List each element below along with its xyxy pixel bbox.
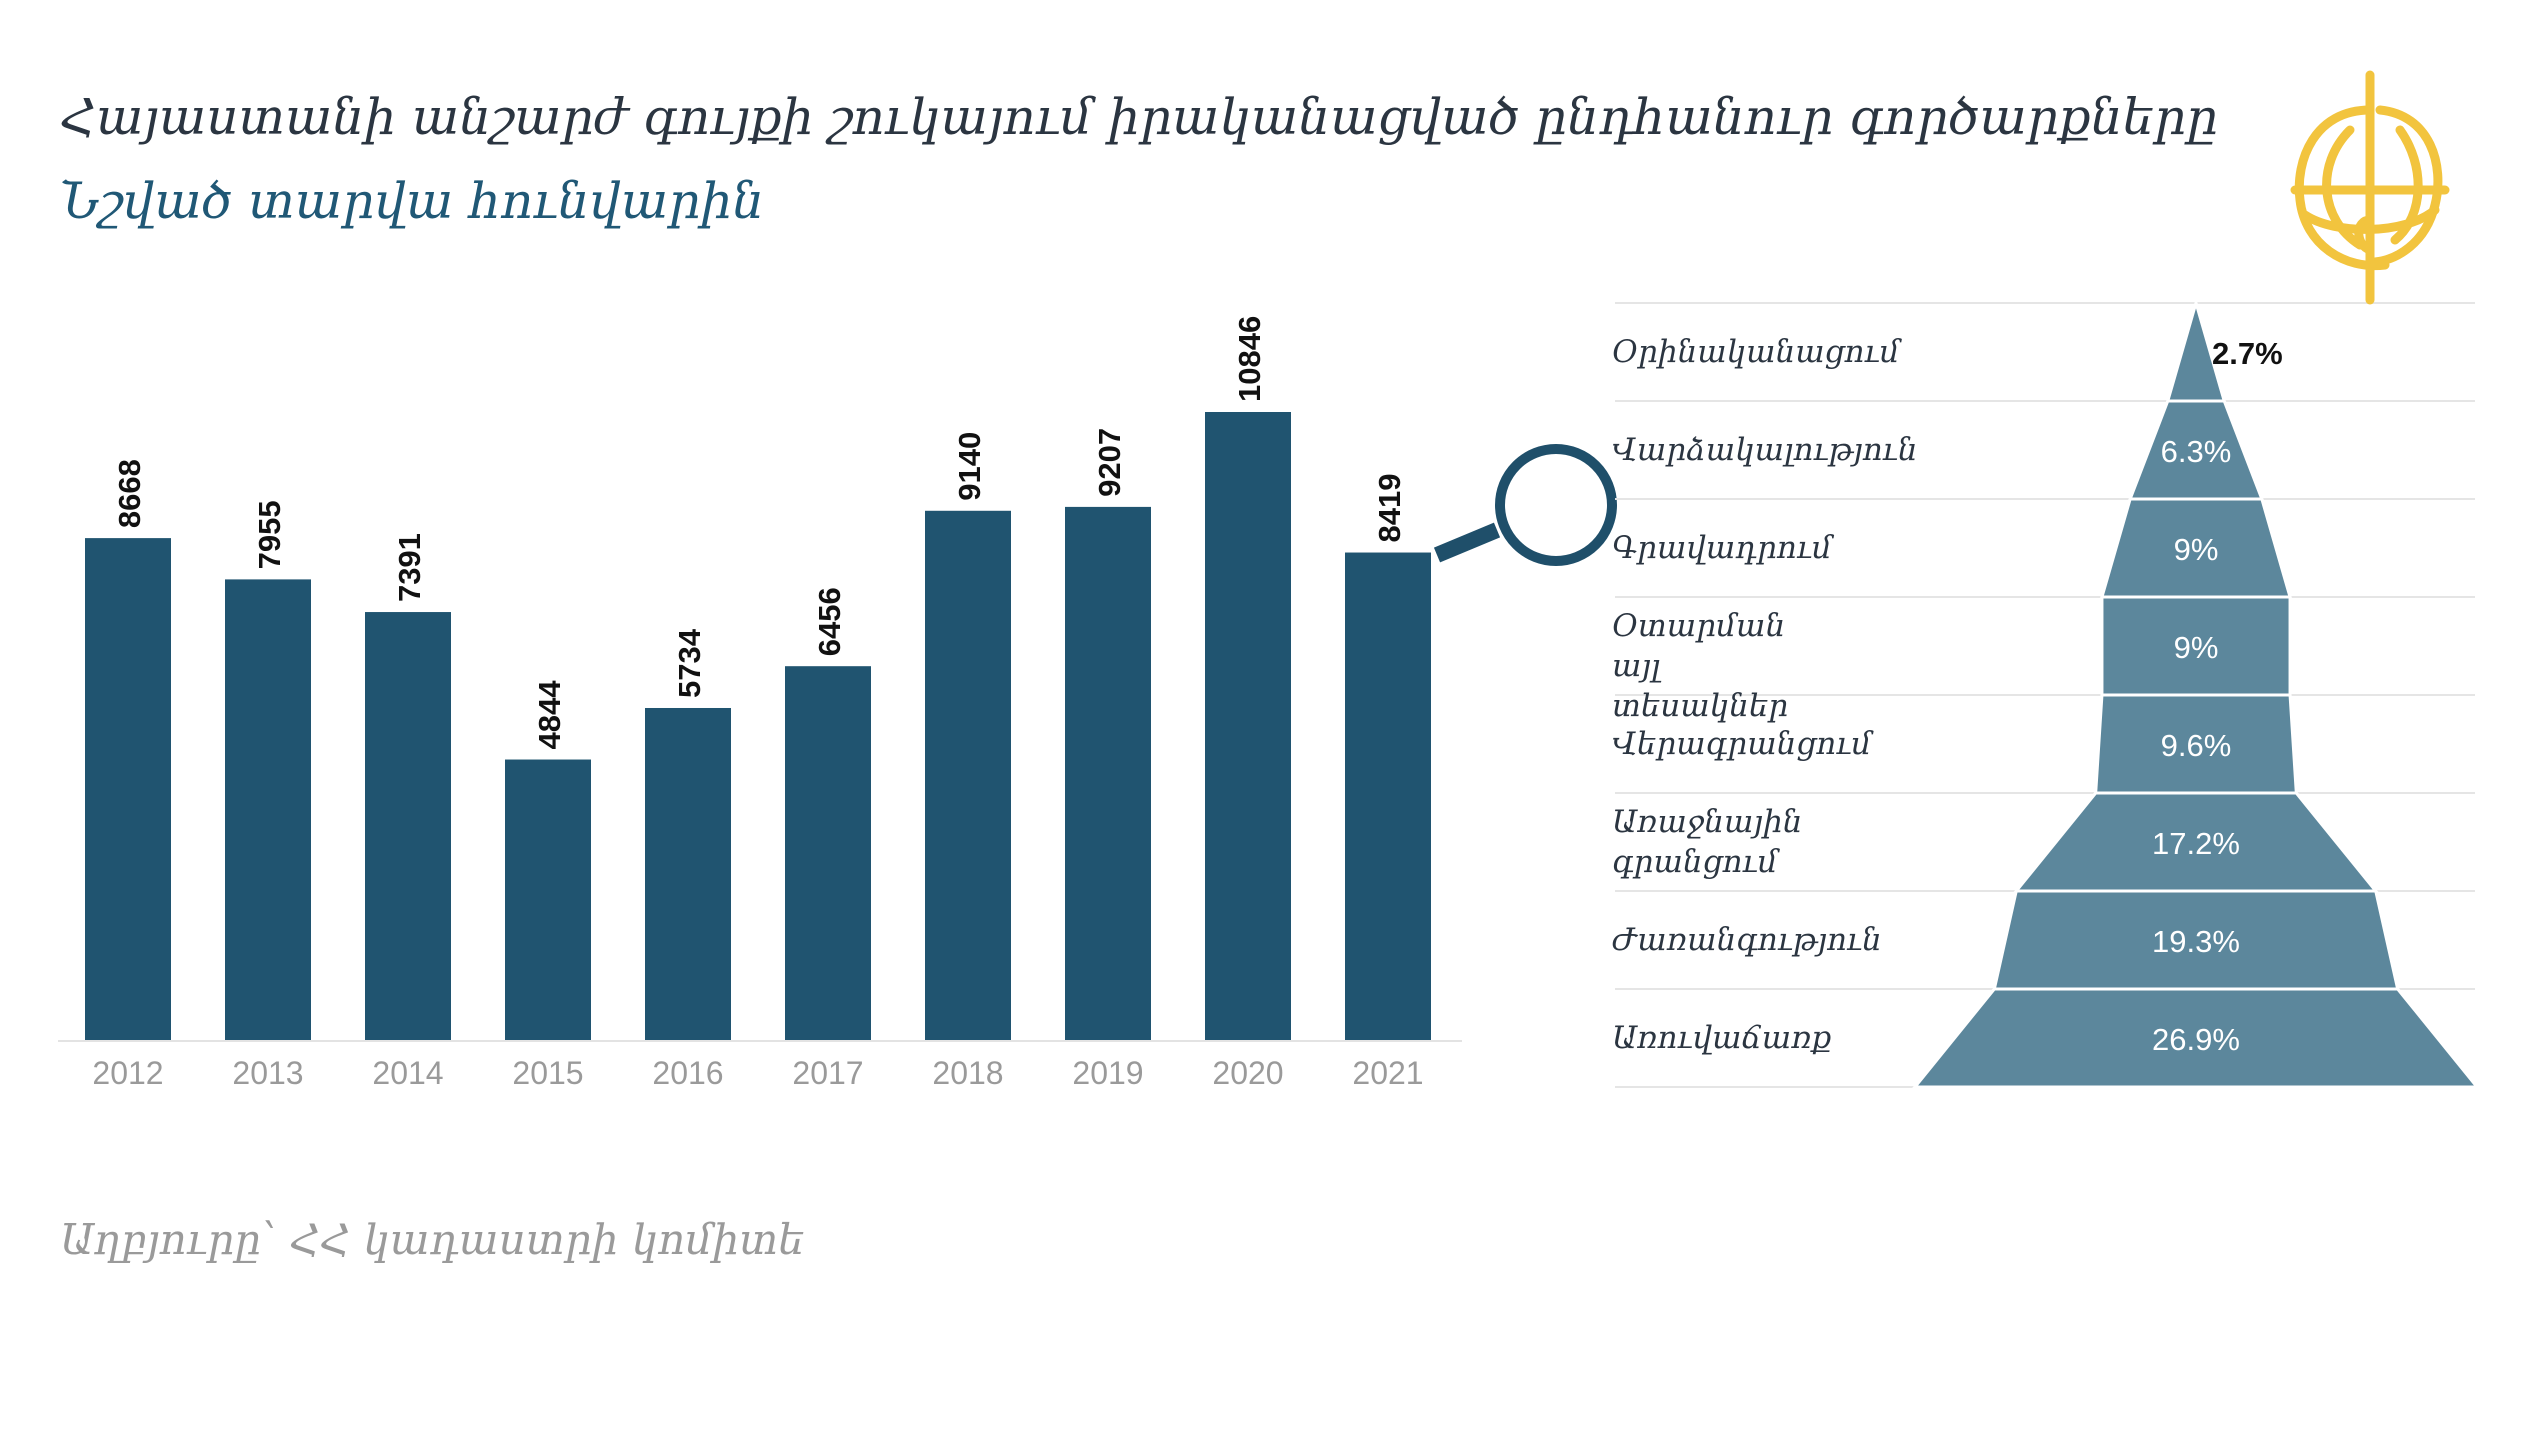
funnel-value-label: 19.3% <box>2152 924 2240 959</box>
yearly-bar-chart: 8668 2012 7955 2013 7391 2014 4844 2015 5734 2016… <box>58 316 1462 1091</box>
bar-value-label: 7955 <box>252 500 287 569</box>
source-note: Աղբյուրը՝ ՀՀ կադաստրի կոմիտե <box>60 1215 805 1264</box>
funnel-category-label: Ժառանգություն <box>1612 922 1882 958</box>
x-tick-label: 2012 <box>92 1055 163 1091</box>
bar-value-label: 5734 <box>672 628 707 698</box>
bar-2012 <box>85 538 171 1040</box>
transaction-type-funnel: 2.7% 6.3% 9% 9% 9.6% 17.2% 19.3% 26.9% <box>1615 297 2481 1089</box>
funnel-value-label: 2.7% <box>2212 336 2283 371</box>
chart-subtitle: Նշված տարվա հունվարին <box>60 172 765 230</box>
bar-2019 <box>1065 506 1151 1040</box>
funnel-value-label: 17.2% <box>2152 826 2240 861</box>
bar-value-label: 4844 <box>532 680 567 750</box>
bar-2016 <box>645 707 731 1040</box>
bar-2015 <box>505 759 591 1040</box>
funnel-value-label: 26.9% <box>2152 1022 2240 1057</box>
x-tick-label: 2014 <box>372 1055 443 1091</box>
funnel-category-label: Օտարման այլ տեսակներ <box>1612 608 1789 724</box>
bar-2018 <box>925 510 1011 1040</box>
funnel-category-label: Առաջնային գրանցում <box>1612 804 1803 880</box>
funnel-value-label: 9% <box>2174 532 2219 567</box>
funnel-value-label: 9% <box>2174 630 2219 665</box>
bar-value-label: 7391 <box>392 533 427 602</box>
chart-title: Հայաստանի անշարժ գույքի շուկայում իրական… <box>60 88 2218 146</box>
funnel-category-label: Վերագրանցում <box>1612 726 1872 762</box>
bar-2013 <box>225 579 311 1040</box>
bar-value-label: 10846 <box>1232 316 1267 402</box>
bar-value-label: 8668 <box>112 459 147 528</box>
bar-2021 <box>1345 552 1431 1040</box>
bar-value-label: 6456 <box>812 587 847 656</box>
funnel-category-label: Գրավադրում <box>1612 530 1832 566</box>
x-tick-label: 2016 <box>652 1055 723 1091</box>
funnel-category-label: Օրինականացում <box>1612 334 1900 370</box>
x-tick-label: 2015 <box>512 1055 583 1091</box>
bar-2017 <box>785 666 871 1040</box>
funnel-segment-8 <box>1911 987 2481 1089</box>
x-tick-label: 2018 <box>932 1055 1003 1091</box>
x-tick-label: 2017 <box>792 1055 863 1091</box>
x-tick-label: 2013 <box>232 1055 303 1091</box>
x-tick-label: 2019 <box>1072 1055 1143 1091</box>
bar-2014 <box>365 612 451 1040</box>
funnel-category-label: Առուվաճառք <box>1612 1020 1832 1056</box>
x-tick-label: 2020 <box>1212 1055 1283 1091</box>
magnifier-icon <box>1433 444 1617 566</box>
funnel-category-label: Վարձակալություն <box>1612 432 1918 468</box>
logo-icon <box>2275 70 2455 314</box>
funnel-value-label: 9.6% <box>2161 728 2232 763</box>
funnel-value-label: 6.3% <box>2161 434 2232 469</box>
x-tick-label: 2021 <box>1352 1055 1423 1091</box>
bar-value-label: 9207 <box>1092 428 1127 497</box>
bar-value-label: 9140 <box>952 432 987 501</box>
bar-value-label: 8419 <box>1372 474 1407 543</box>
bar-2020 <box>1205 412 1291 1040</box>
